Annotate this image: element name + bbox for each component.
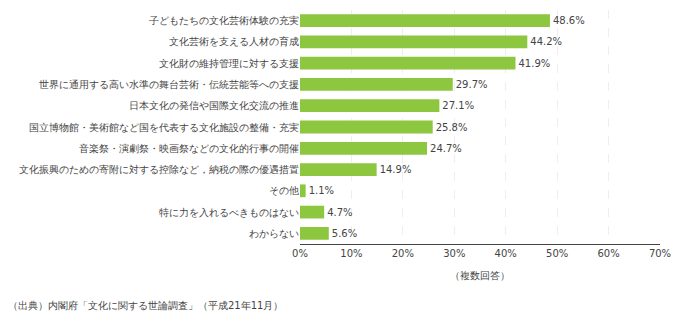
svg-text:5.6%: 5.6% <box>332 228 357 239</box>
svg-text:44.2%: 44.2% <box>530 36 562 47</box>
svg-text:48.6%: 48.6% <box>553 15 585 26</box>
svg-text:60%: 60% <box>597 248 619 259</box>
svg-text:（出典）内閣府「文化に関する世論調査」（平成21年11月）: （出典）内閣府「文化に関する世論調査」（平成21年11月） <box>8 300 283 311</box>
svg-text:文化振興のための寄附に対する控除など，納税の際の優遇措置: 文化振興のための寄附に対する控除など，納税の際の優遇措置 <box>19 164 299 175</box>
svg-text:1.1%: 1.1% <box>309 185 334 196</box>
svg-text:14.9%: 14.9% <box>380 164 412 175</box>
svg-text:子どもたちの文化芸術体験の充実: 子どもたちの文化芸術体験の充実 <box>149 15 299 26</box>
svg-text:4.7%: 4.7% <box>327 207 352 218</box>
svg-text:（複数回答）: （複数回答） <box>450 270 510 281</box>
svg-text:25.8%: 25.8% <box>436 122 468 133</box>
svg-text:0%: 0% <box>292 248 308 259</box>
svg-text:特に力を入れるべきものはない: 特に力を入れるべきものはない <box>159 207 299 218</box>
svg-text:29.7%: 29.7% <box>456 79 488 90</box>
svg-text:50%: 50% <box>546 248 568 259</box>
svg-text:その他: その他 <box>269 185 299 196</box>
svg-text:国立博物館・美術館など国を代表する文化施設の整備・充実: 国立博物館・美術館など国を代表する文化施設の整備・充実 <box>29 122 299 133</box>
svg-text:文化財の維持管理に対する支援: 文化財の維持管理に対する支援 <box>159 58 299 69</box>
svg-text:20%: 20% <box>392 248 414 259</box>
svg-text:世界に通用する高い水準の舞台芸術・伝統芸能等への支援: 世界に通用する高い水準の舞台芸術・伝統芸能等への支援 <box>39 79 299 90</box>
svg-text:30%: 30% <box>443 248 465 259</box>
svg-text:わからない: わからない <box>249 228 299 239</box>
svg-text:40%: 40% <box>495 248 517 259</box>
svg-text:文化芸術を支える人材の育成: 文化芸術を支える人材の育成 <box>169 36 299 47</box>
svg-text:27.1%: 27.1% <box>442 100 474 111</box>
svg-text:日本文化の発信や国際文化交流の推進: 日本文化の発信や国際文化交流の推進 <box>129 100 299 111</box>
svg-text:24.7%: 24.7% <box>430 143 462 154</box>
svg-text:音楽祭・演劇祭・映画祭などの文化的行事の開催: 音楽祭・演劇祭・映画祭などの文化的行事の開催 <box>79 143 299 154</box>
svg-text:10%: 10% <box>340 248 362 259</box>
svg-text:41.9%: 41.9% <box>518 58 550 69</box>
svg-text:70%: 70% <box>649 248 671 259</box>
